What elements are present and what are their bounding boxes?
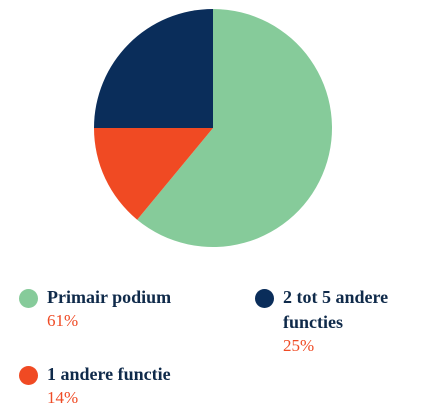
chart: [94, 9, 333, 247]
value-label: 25%: [283, 336, 315, 355]
legend-text: Primair podium 61%: [47, 287, 172, 332]
pie-slice: [94, 9, 213, 128]
legend-item: Primair podium 61%: [19, 287, 219, 332]
legend-label: Primair podium: [47, 287, 172, 307]
legend-dot: [19, 366, 38, 385]
legend-text: 2 tot 5 andere functies 25%: [283, 287, 435, 357]
value-label: 61%: [47, 311, 79, 330]
value-label: 14%: [47, 388, 79, 407]
pie-slice: [94, 128, 213, 220]
legend-item: 1 andere functie 14%: [19, 364, 239, 409]
legend-label: 2 tot 5 andere functies: [283, 287, 389, 332]
legend-dot: [19, 289, 38, 308]
legend-label: 1 andere functie: [47, 364, 171, 384]
legend-text: 1 andere functie 14%: [47, 364, 171, 409]
legend-dot: [255, 289, 274, 308]
pie-slice: [137, 9, 333, 247]
legend-item: 2 tot 5 andere functies 25%: [255, 287, 435, 357]
